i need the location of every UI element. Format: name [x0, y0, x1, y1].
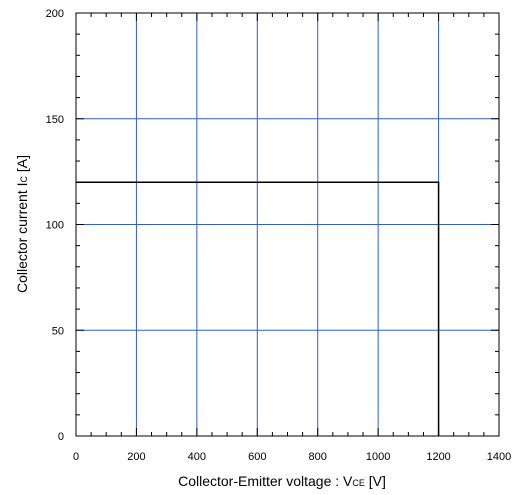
x-axis-title: Collector-Emitter voltage : VCE [V] [178, 473, 386, 489]
x-tick-labels: 0 200 400 600 800 1000 1200 1400 [73, 451, 511, 463]
x-tick-label: 0 [73, 451, 79, 463]
y-tick-label: 50 [52, 325, 64, 337]
y-tick-label: 150 [46, 114, 64, 126]
x-tick-label: 800 [309, 451, 327, 463]
series-layer [76, 181, 440, 436]
y-tick-label: 100 [46, 220, 64, 232]
x-tick-label: 1000 [366, 451, 390, 463]
y-tick-labels: 0 50 100 150 200 [46, 8, 64, 443]
x-tick-label: 200 [127, 451, 145, 463]
x-tick-label: 1400 [487, 451, 511, 463]
tick-marks [75, 12, 500, 437]
grid-lines [76, 13, 499, 436]
y-tick-label: 200 [46, 8, 64, 20]
y-tick-label: 0 [58, 431, 64, 443]
y-axis-title: Collector current IC [A] [14, 155, 30, 293]
series-line [76, 181, 440, 436]
x-tick-label: 600 [248, 451, 266, 463]
x-tick-label: 1200 [426, 451, 450, 463]
x-tick-label: 400 [188, 451, 206, 463]
